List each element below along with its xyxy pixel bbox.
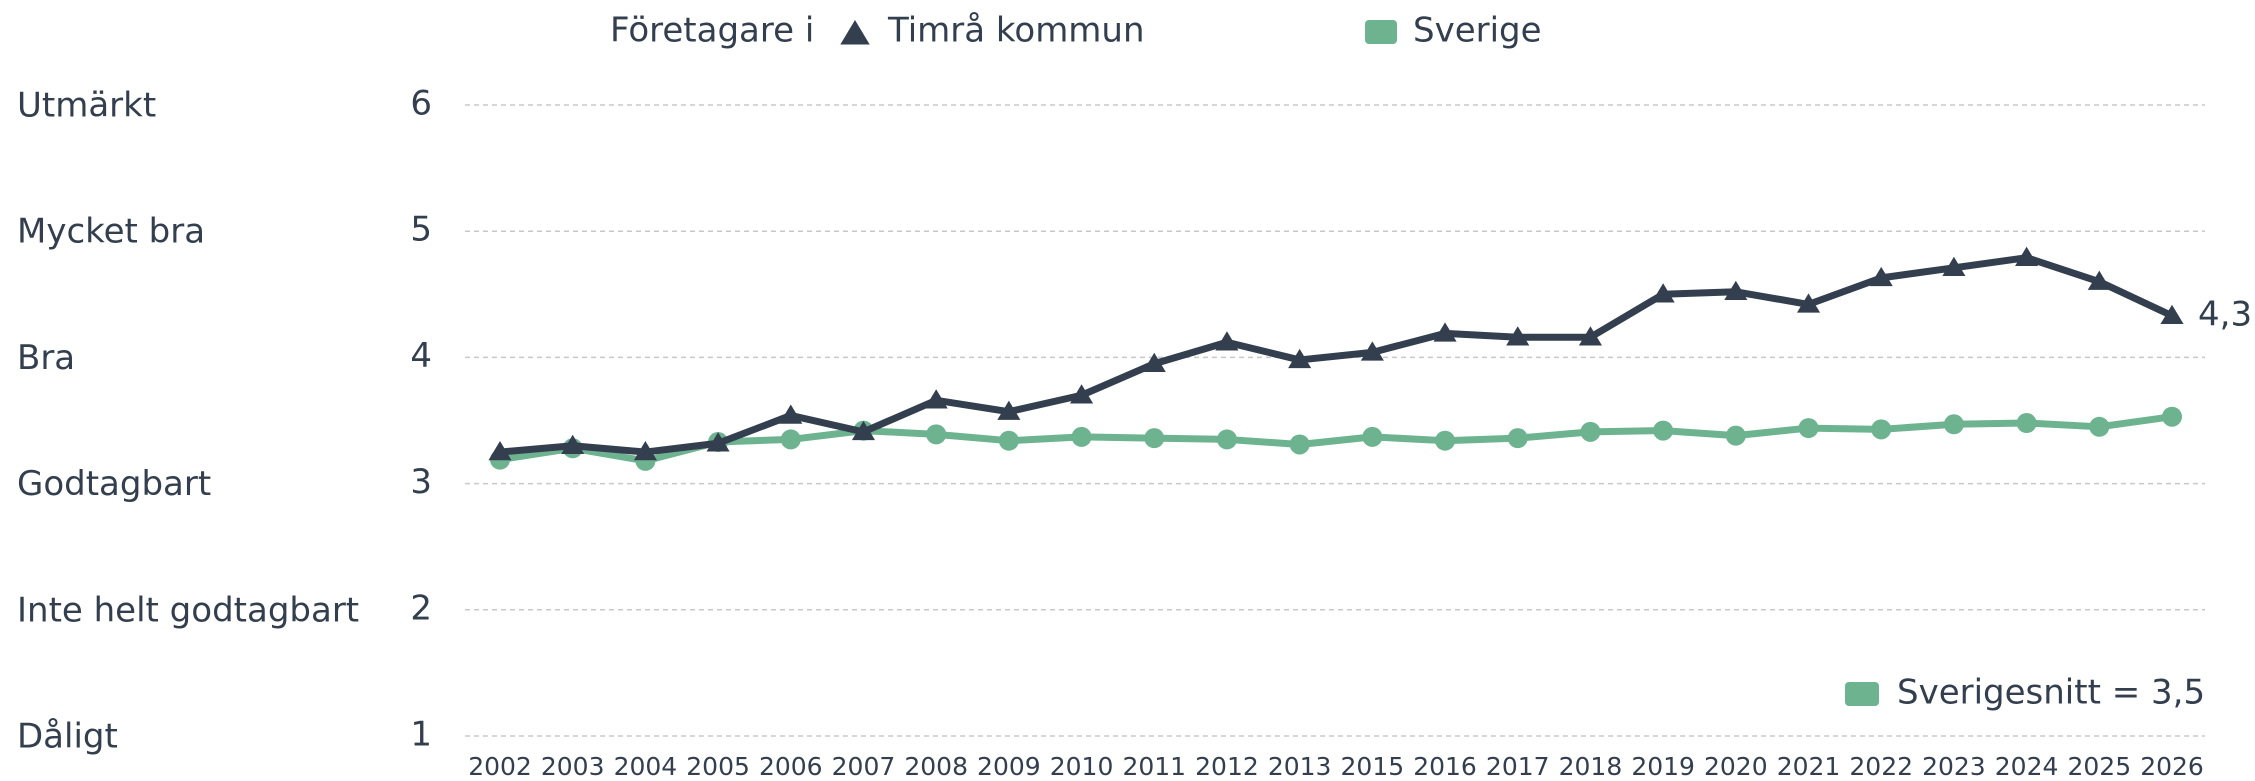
x-tick-label: 2007 bbox=[832, 752, 896, 781]
rating-label: Godtagbart bbox=[17, 464, 211, 504]
x-tick-label: 2016 bbox=[1413, 752, 1477, 781]
y-tick-label: 3 bbox=[410, 462, 432, 502]
series-line bbox=[499, 254, 2174, 456]
legend-label: Sverige bbox=[1413, 11, 1542, 51]
annotation: Sverigesnitt = 3,5 bbox=[1897, 673, 2205, 713]
point-marker bbox=[633, 441, 657, 461]
x-tick-label: 2010 bbox=[1050, 752, 1114, 781]
y-tick-label: 6 bbox=[410, 84, 432, 124]
x-tick-label: 2002 bbox=[468, 752, 532, 781]
x-tick-label: 2026 bbox=[2140, 752, 2204, 781]
point-marker bbox=[1435, 430, 1456, 451]
point-marker bbox=[2160, 304, 2184, 325]
point-marker bbox=[1142, 352, 1166, 372]
point-marker bbox=[561, 434, 585, 454]
point-marker bbox=[1943, 414, 1964, 435]
point-marker bbox=[998, 430, 1019, 451]
rating-label: Inte helt godtagbart bbox=[17, 590, 359, 630]
point-marker bbox=[1796, 293, 1821, 313]
x-tick-label: 2013 bbox=[1268, 752, 1332, 781]
point-marker bbox=[2089, 416, 2110, 437]
x-tick-label: 2004 bbox=[614, 752, 678, 781]
x-tick-label: 2003 bbox=[541, 752, 605, 781]
point-marker bbox=[1871, 419, 1892, 440]
point-marker bbox=[1216, 429, 1237, 450]
point-marker bbox=[1798, 418, 1819, 439]
rating-label: Utmärkt bbox=[17, 86, 156, 126]
x-tick-label: 2024 bbox=[1995, 752, 2059, 781]
point-marker bbox=[1942, 256, 1966, 277]
point-marker bbox=[1144, 428, 1165, 449]
point-marker bbox=[779, 404, 803, 424]
point-marker bbox=[851, 420, 876, 441]
legend-label: Timrå kommun bbox=[887, 11, 1145, 51]
point-marker bbox=[1070, 384, 1094, 404]
x-tick-label: 2006 bbox=[759, 752, 823, 781]
point-marker bbox=[1433, 322, 1457, 342]
x-tick-label: 2011 bbox=[1122, 752, 1186, 781]
point-marker bbox=[488, 441, 512, 461]
point-marker bbox=[1289, 434, 1310, 455]
point-marker bbox=[1362, 426, 1383, 447]
point-marker bbox=[2087, 270, 2111, 290]
point-marker bbox=[1580, 421, 1601, 442]
x-tick-label: 2018 bbox=[1559, 752, 1623, 781]
point-marker bbox=[924, 389, 948, 409]
y-tick-label: 2 bbox=[410, 588, 432, 628]
rating-label: Mycket bra bbox=[17, 212, 205, 252]
point-marker bbox=[1360, 341, 1384, 361]
rating-label: Bra bbox=[17, 338, 75, 378]
point-marker bbox=[2016, 413, 2037, 434]
y-tick-label: 1 bbox=[410, 715, 432, 755]
point-marker bbox=[1288, 348, 1312, 369]
point-marker bbox=[1215, 331, 1239, 351]
point-marker bbox=[926, 424, 947, 445]
legend-title: Företagare i bbox=[610, 11, 814, 51]
point-marker bbox=[1869, 266, 1893, 287]
x-tick-label: 2008 bbox=[904, 752, 968, 781]
x-tick-label: 2021 bbox=[1777, 752, 1841, 781]
annotation-marker bbox=[1845, 682, 1879, 706]
rating-label: Dåligt bbox=[17, 717, 118, 757]
x-tick-label: 2005 bbox=[686, 752, 750, 781]
x-tick-label: 2017 bbox=[1486, 752, 1550, 781]
data-label: 4,3 bbox=[2198, 294, 2252, 334]
x-tick-label: 2025 bbox=[2067, 752, 2131, 781]
point-marker bbox=[2162, 406, 2182, 427]
point-marker bbox=[1578, 326, 1602, 346]
legend-marker bbox=[1365, 20, 1397, 44]
point-marker bbox=[1507, 428, 1528, 449]
point-marker bbox=[706, 432, 730, 452]
x-tick-label: 2015 bbox=[1341, 752, 1405, 781]
point-marker bbox=[1653, 420, 1674, 441]
point-marker bbox=[1651, 283, 1675, 303]
x-tick-label: 2020 bbox=[1704, 752, 1768, 781]
y-tick-label: 4 bbox=[410, 336, 432, 376]
x-tick-label: 2019 bbox=[1631, 752, 1695, 781]
series-line bbox=[499, 413, 2173, 465]
point-marker bbox=[1724, 280, 1748, 301]
point-marker bbox=[1071, 426, 1092, 447]
x-tick-label: 2009 bbox=[977, 752, 1041, 781]
legend-marker bbox=[840, 20, 870, 45]
point-marker bbox=[1506, 326, 1530, 346]
x-tick-label: 2023 bbox=[1922, 752, 1986, 781]
point-marker bbox=[780, 429, 801, 450]
x-tick-label: 2012 bbox=[1195, 752, 1259, 781]
point-marker bbox=[1725, 425, 1746, 446]
point-marker bbox=[997, 400, 1021, 420]
y-tick-label: 5 bbox=[410, 210, 432, 250]
point-marker bbox=[2015, 246, 2039, 266]
x-tick-label: 2022 bbox=[1849, 752, 1913, 781]
